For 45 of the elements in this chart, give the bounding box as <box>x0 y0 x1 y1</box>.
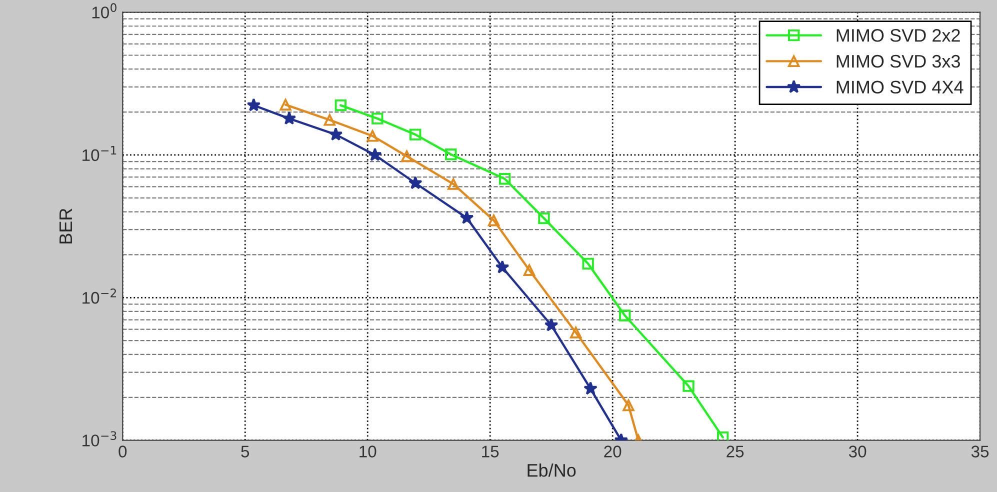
legend-label: MIMO SVD 3x3 <box>836 54 960 68</box>
point <box>334 99 346 112</box>
point <box>372 112 384 124</box>
point <box>460 210 474 224</box>
point <box>448 178 460 190</box>
y-tick-label: 10$^{−2}$ <box>82 288 116 304</box>
point <box>408 176 422 190</box>
point <box>282 111 296 125</box>
legend-label: MIMO SVD 2x2 <box>836 29 960 42</box>
y-tick-label: 10$^{−1}$ <box>82 146 116 162</box>
point <box>366 130 378 142</box>
point <box>544 318 558 332</box>
point <box>498 173 511 185</box>
x-tick-label: 30 <box>848 446 866 458</box>
x-tick-label: 20 <box>604 446 622 458</box>
point <box>410 128 422 140</box>
x-tick-label: 15 <box>482 446 499 458</box>
point <box>280 98 292 111</box>
point <box>400 150 413 162</box>
x-tick-label: 35 <box>971 446 989 458</box>
point <box>495 260 510 274</box>
point <box>570 326 582 338</box>
point <box>582 258 594 270</box>
y-tick-label: 10$^{−3}$ <box>82 431 116 446</box>
point <box>584 382 598 395</box>
point <box>324 114 336 126</box>
x-tick-label: 0 <box>118 446 127 458</box>
x-tick-label: 10 <box>360 446 376 458</box>
x-axis-title: Eb/No <box>528 464 576 477</box>
y-axis-title: BER <box>60 208 72 244</box>
point <box>445 148 457 160</box>
legend-label: MIMO SVD 4X4 <box>836 80 964 94</box>
point <box>622 399 634 412</box>
point <box>488 214 500 226</box>
point <box>246 98 261 112</box>
point <box>538 212 550 224</box>
y-tick-label: 10$^{0}$ <box>92 3 116 18</box>
point <box>716 431 729 440</box>
point <box>682 380 694 392</box>
x-tick-label: 5 <box>241 446 250 458</box>
point <box>523 264 536 276</box>
point <box>368 148 382 162</box>
point <box>328 127 343 141</box>
x-tick-label: 25 <box>726 446 744 458</box>
point <box>619 310 631 322</box>
